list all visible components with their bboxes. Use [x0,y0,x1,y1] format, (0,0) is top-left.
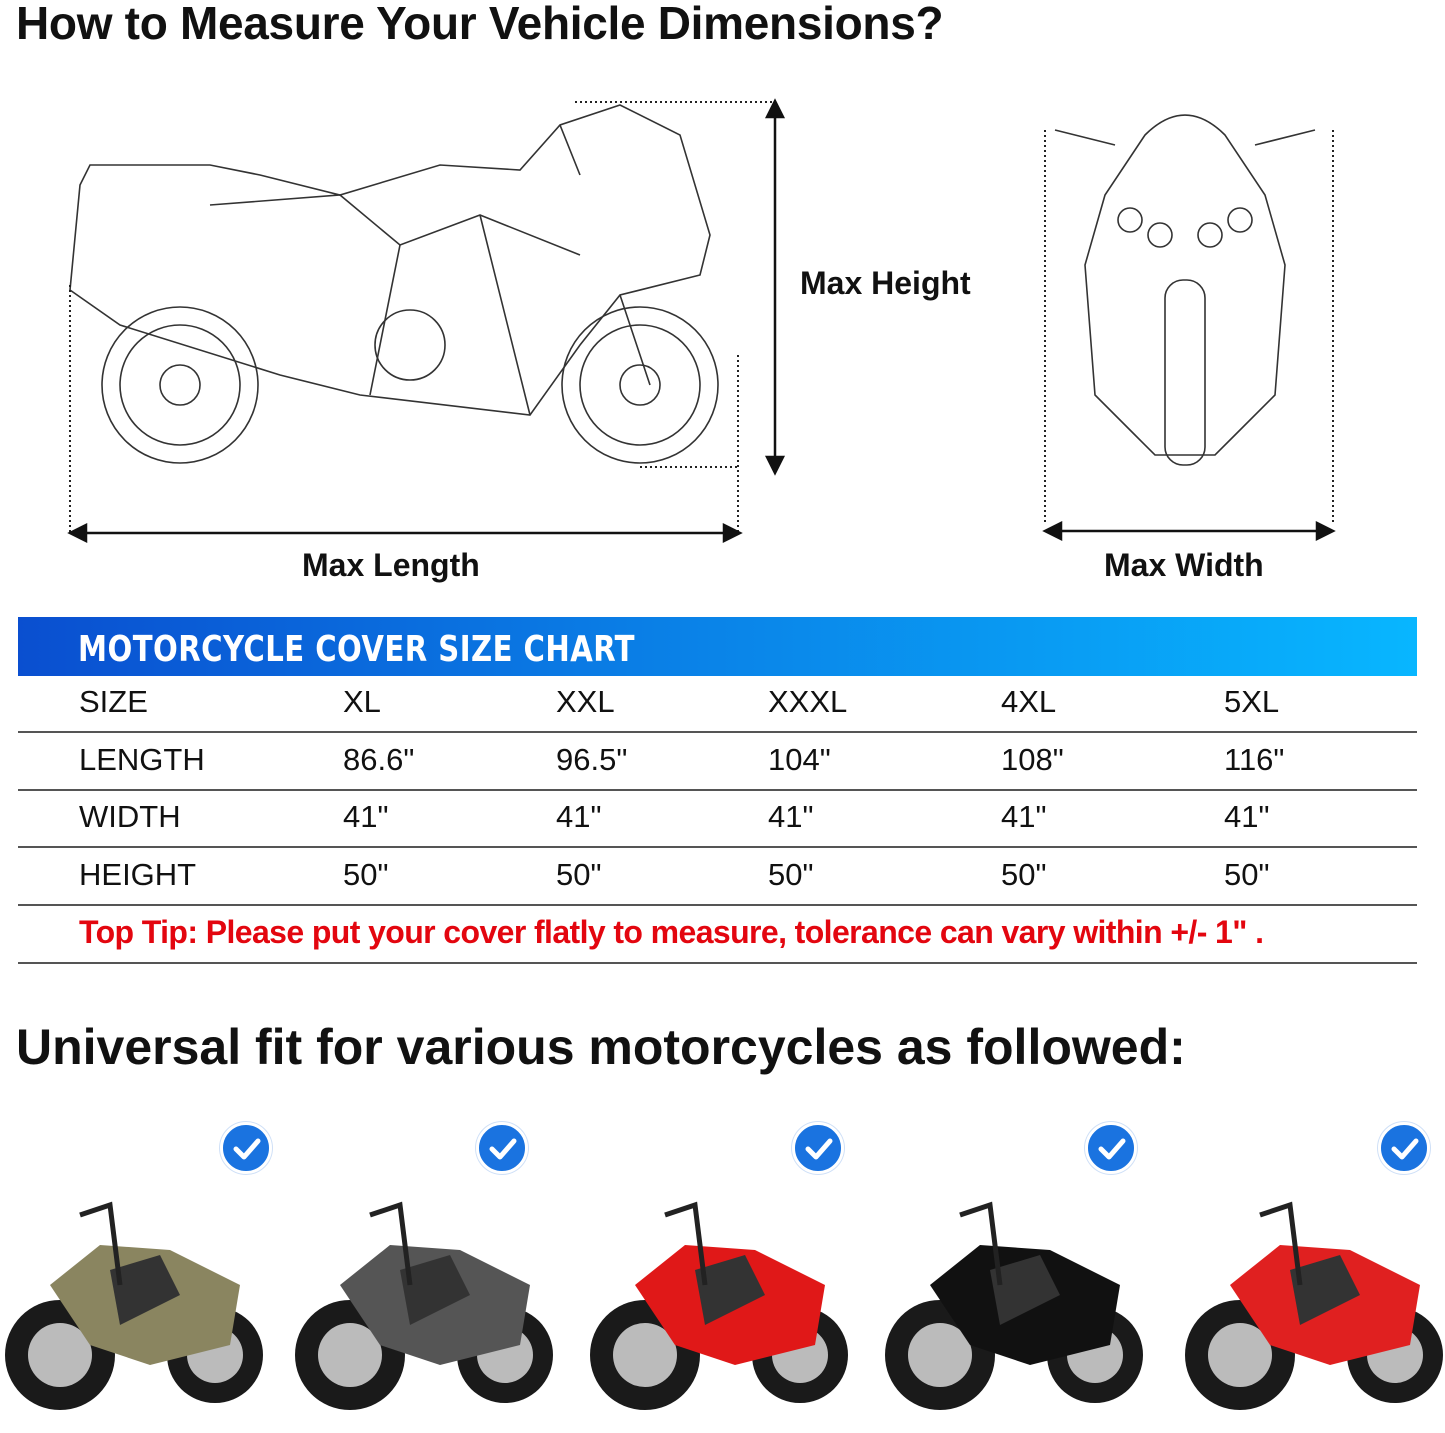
max-length-label: Max Length [302,547,480,583]
row-label: SIZE [79,684,148,719]
check-circle-icon [220,1122,272,1174]
max-width-label: Max Width [1104,547,1264,583]
table-cell: 108" [1001,741,1064,777]
top-tip: Top Tip: Please put your cover flatly to… [79,914,1264,950]
table-cell: 4XL [1001,684,1057,719]
row-label: LENGTH [79,741,205,777]
table-cell: 96.5" [556,741,628,777]
table-cell: XL [343,684,381,719]
check-circle-icon [792,1122,844,1174]
table-cell: 50" [768,856,814,892]
table-row: HEIGHT 50" 50" 50" 50" 50" [18,849,1417,906]
table-cell: 41" [1224,799,1270,834]
max-height-label: Max Height [800,265,971,301]
table-cell: 5XL [1224,684,1280,719]
table-cell: 86.6" [343,741,415,777]
motorcycle-photo-vespa [1185,1201,1443,1410]
table-cell: XXL [556,684,615,719]
motorcycle-photo-scooter [295,1201,553,1410]
fit-heading: Universal fit for various motorcycles as… [16,1019,1186,1075]
row-label: HEIGHT [79,856,197,892]
table-row: SIZE XL XXL XXXL 4XL 5XL [18,676,1417,733]
table-row: WIDTH 41" 41" 41" 41" 41" [18,791,1417,848]
table-cell: 41" [768,799,814,834]
motorcycle-side-diagram [67,98,786,544]
row-label: WIDTH [79,799,181,834]
table-cell: XXXL [768,684,848,719]
table-cell: 41" [556,799,602,834]
size-chart-title: MOTORCYCLE COVER SIZE CHART [78,629,636,670]
table-cell: 116" [1224,741,1285,777]
check-circle-icon [1085,1122,1137,1174]
motorcycle-front-diagram [1042,114,1336,542]
size-chart-header: MOTORCYCLE COVER SIZE CHART [18,617,1417,676]
motorcycle-photo-cruiser [5,1201,263,1410]
motorcycle-photo-cruiser [885,1201,1143,1410]
table-cell: 50" [343,856,389,892]
table-cell: 50" [556,856,602,892]
page-title: How to Measure Your Vehicle Dimensions? [16,0,944,49]
check-circle-icon [476,1122,528,1174]
table-cell: 41" [343,799,389,834]
table-row: LENGTH 86.6" 96.5" 104" 108" 116" [18,734,1417,791]
table-cell: 41" [1001,799,1047,834]
table-cell: 104" [768,741,831,777]
check-circle-icon [1378,1122,1430,1174]
table-cell: 50" [1224,856,1270,892]
motorcycle-photo-sport [590,1201,848,1410]
table-cell: 50" [1001,856,1047,892]
divider [18,962,1417,964]
